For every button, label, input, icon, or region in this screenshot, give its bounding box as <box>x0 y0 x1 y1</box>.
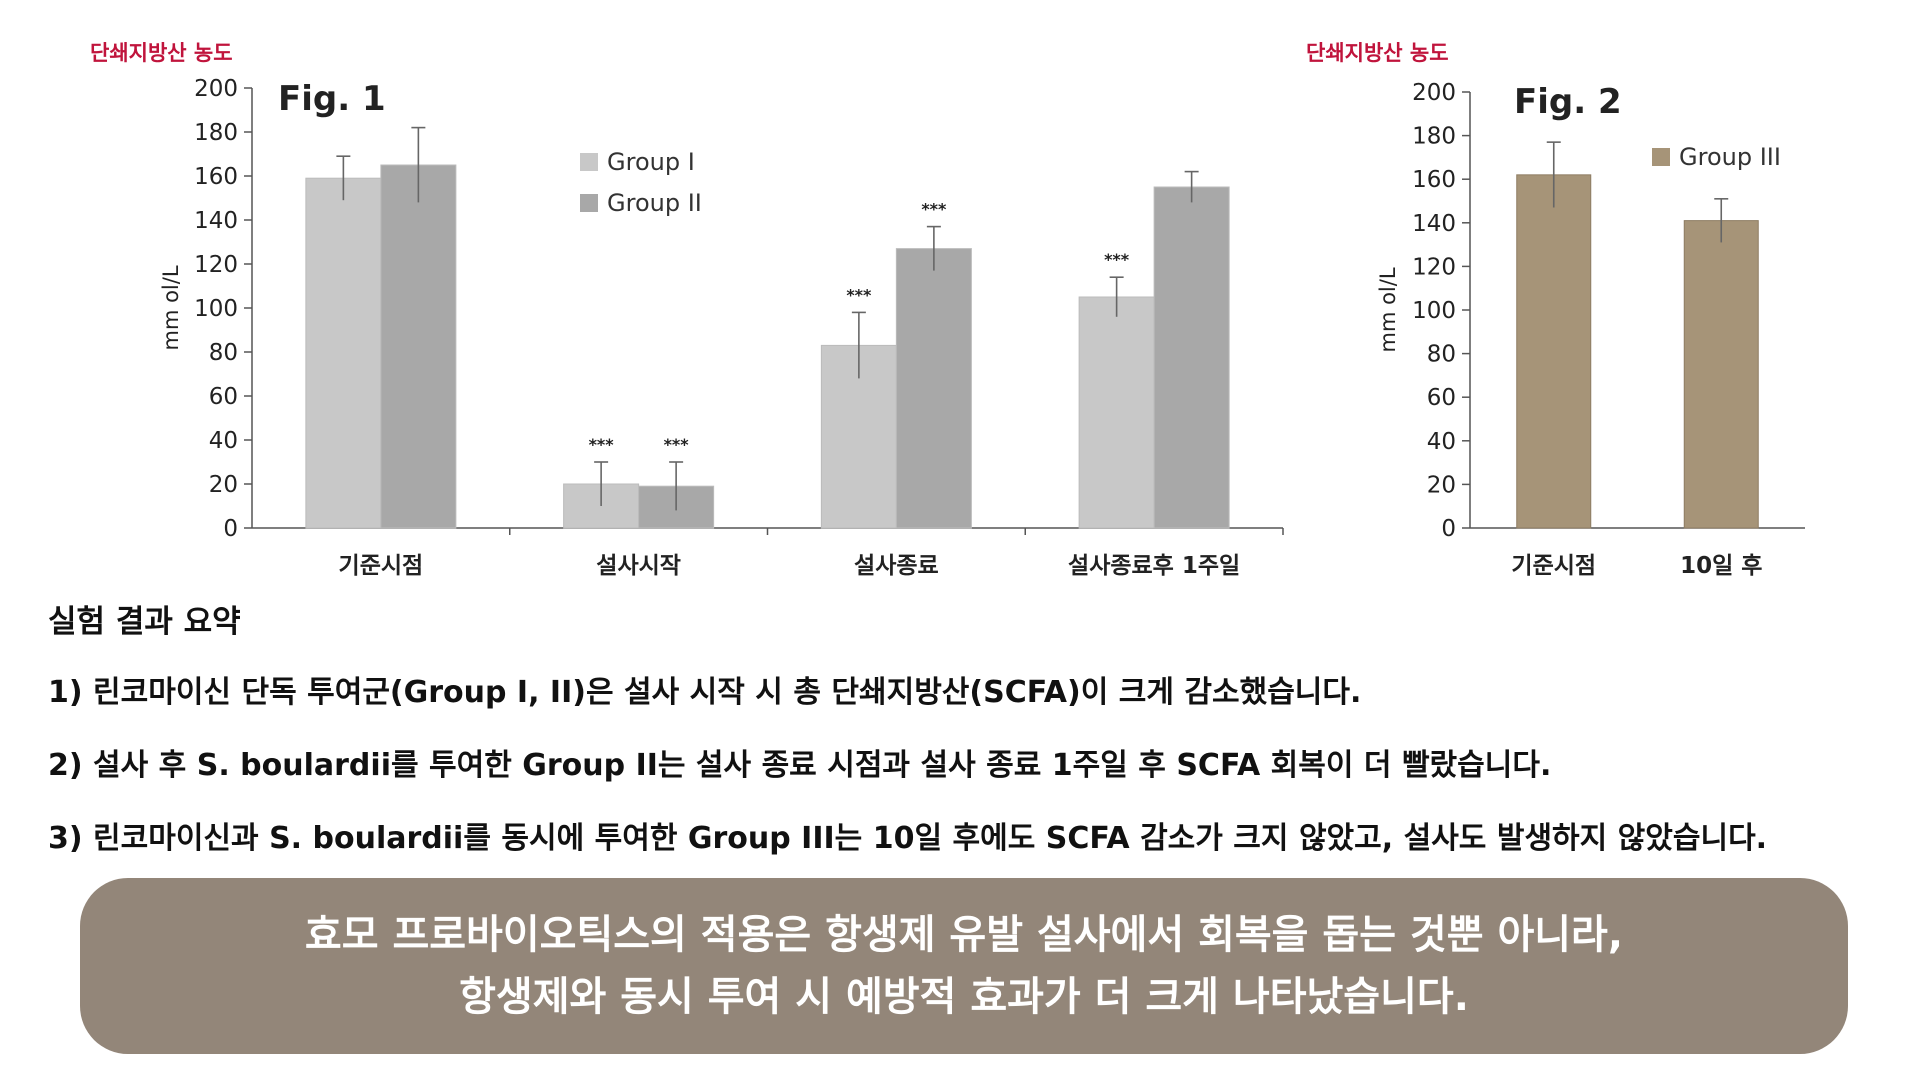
fig1-y-tick-label: 120 <box>194 252 238 278</box>
fig2-y-tick-label: 100 <box>1412 298 1456 324</box>
fig1-data-label: *** <box>921 200 947 219</box>
fig2-bar <box>1683 220 1759 529</box>
conclusion-line-1: 효모 프로바이오틱스의 적용은 항생제 유발 설사에서 회복을 돕는 것뿐 아니… <box>304 912 1624 958</box>
fig1-legend-swatch <box>580 153 598 171</box>
fig2-top-label: 단쇄지방산 농도 <box>1306 41 1449 65</box>
fig1-y-tick-label: 40 <box>209 428 238 454</box>
fig2-category-label: 10일 후 <box>1680 553 1762 579</box>
fig2-bar <box>1516 174 1592 529</box>
fig2-y-tick-label: 200 <box>1412 80 1456 106</box>
fig1-title: Fig. 1 <box>278 79 386 119</box>
summary-section: 실험 결과 요약 1) 린코마이신 단독 투여군(Group I, II)은 설… <box>48 596 1908 886</box>
fig1-y-tick-label: 0 <box>223 516 238 542</box>
fig2-y-tick-label: 60 <box>1427 385 1456 411</box>
fig2-y-tick-label: 120 <box>1412 254 1456 280</box>
fig1-bar <box>1078 296 1155 529</box>
fig2-y-tick-label: 140 <box>1412 211 1456 237</box>
fig1-data-label: *** <box>664 435 690 454</box>
fig2-y-tick-label: 80 <box>1427 342 1456 368</box>
summary-item-2: 2) 설사 후 S. boulardii를 투여한 Group II는 설사 종… <box>48 748 1552 783</box>
fig1-y-tick-label: 80 <box>209 340 238 366</box>
fig1-y-tick-label: 100 <box>194 296 238 322</box>
fig1-data-label: *** <box>1104 250 1130 269</box>
summary-item-3: 3) 린코마이신과 S. boulardii를 동시에 투여한 Group II… <box>48 821 1768 856</box>
fig1-category-label: 설사종료후 1주일 <box>1068 553 1240 579</box>
fig2-y-tick-label: 180 <box>1412 124 1456 150</box>
fig1-data-label: *** <box>589 435 615 454</box>
fig2-y-tick-label: 20 <box>1427 472 1456 498</box>
fig1-bar <box>380 164 457 529</box>
fig1-legend-label: Group I <box>607 148 695 176</box>
fig1-y-tick-label: 20 <box>209 472 238 498</box>
fig2-ylabel: mm ol/L <box>1376 267 1400 352</box>
conclusion-banner: 효모 프로바이오틱스의 적용은 항생제 유발 설사에서 회복을 돕는 것뿐 아니… <box>80 878 1848 1054</box>
fig1-y-tick-label: 60 <box>209 384 238 410</box>
fig1-legend-swatch <box>580 194 598 212</box>
fig1-ylabel: mm ol/L <box>159 265 183 350</box>
fig1-bar <box>1153 186 1230 529</box>
summary-title: 실험 결과 요약 <box>48 604 241 640</box>
fig2-legend-swatch <box>1652 148 1670 166</box>
fig1-bar <box>895 248 972 529</box>
fig2-y-tick-label: 160 <box>1412 167 1456 193</box>
fig2-y-tick-label: 0 <box>1441 516 1456 542</box>
fig2-title: Fig. 2 <box>1514 82 1622 122</box>
fig1-data-label: *** <box>846 285 872 304</box>
fig1-category-label: 기준시점 <box>339 553 424 579</box>
fig1-category-label: 설사시작 <box>596 553 681 579</box>
fig1-legend-label: Group II <box>607 189 702 217</box>
summary-item-1: 1) 린코마이신 단독 투여군(Group I, II)은 설사 시작 시 총 … <box>48 675 1362 710</box>
fig1-y-tick-label: 160 <box>194 164 238 190</box>
fig1-category-label: 설사종료 <box>854 553 939 579</box>
fig1-y-tick-label: 140 <box>194 208 238 234</box>
conclusion-line-2: 항생제와 동시 투여 시 예방적 효과가 더 크게 나타났습니다. <box>459 974 1469 1020</box>
fig1-y-tick-label: 180 <box>194 120 238 146</box>
fig1-y-tick-label: 200 <box>194 76 238 102</box>
fig2-category-label: 기준시점 <box>1511 553 1596 579</box>
fig1-bar <box>305 177 382 529</box>
fig2-legend-label: Group III <box>1679 143 1781 171</box>
fig1-top-label: 단쇄지방산 농도 <box>90 41 233 65</box>
fig2-y-tick-label: 40 <box>1427 429 1456 455</box>
